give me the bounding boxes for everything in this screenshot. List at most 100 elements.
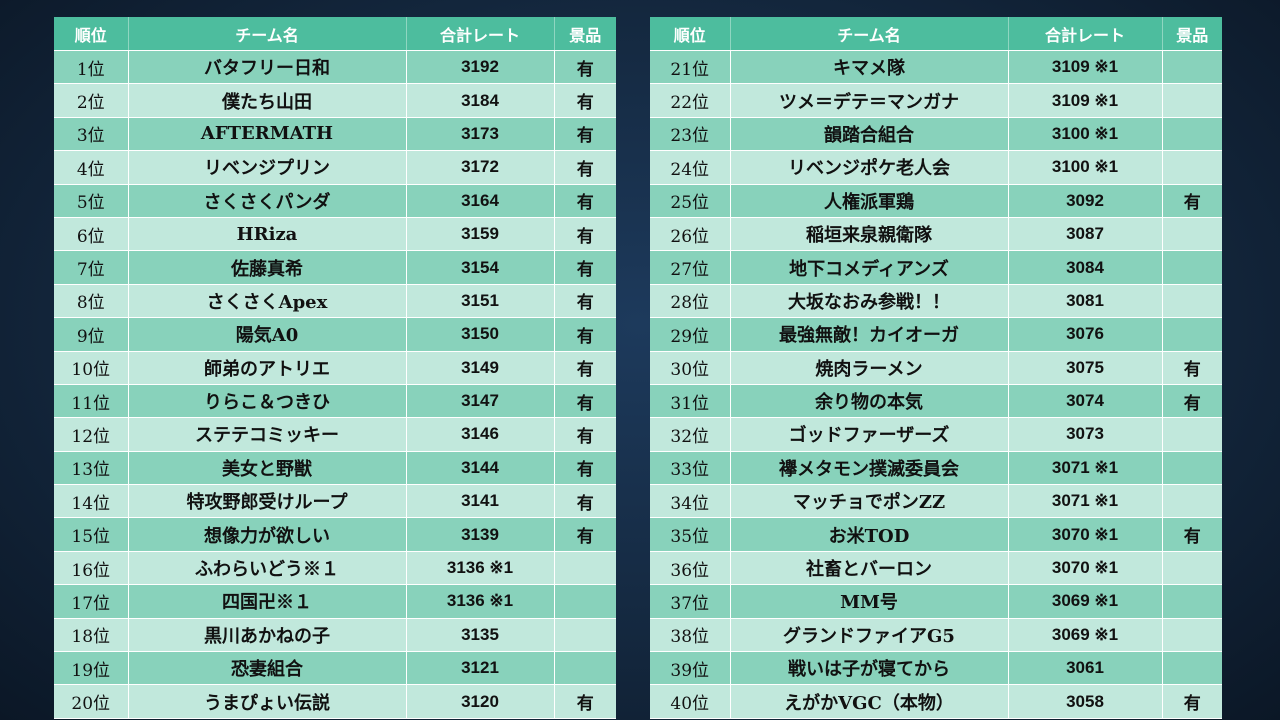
team-name-cell: キマメ隊 <box>730 50 1009 85</box>
prize-cell <box>1162 250 1222 285</box>
prize-cell: 有 <box>554 50 616 85</box>
rank-cell: 11位 <box>54 384 129 419</box>
team-name-cell: 戦いは子が寝てから <box>730 651 1009 686</box>
table-row: 34位 マッチョでポンZZ 3071 ※1 <box>650 484 1222 519</box>
prize-cell: 有 <box>1162 684 1222 719</box>
prize-cell <box>554 618 616 653</box>
header-total-rate: 合計レート <box>1008 17 1163 51</box>
total-rate-cell: 3073 <box>1008 417 1163 452</box>
total-rate-cell: 3070 ※1 <box>1008 551 1163 586</box>
table-row: 33位 襷メタモン撲滅委員会 3071 ※1 <box>650 451 1222 486</box>
team-name-cell: 大坂なおみ参戦！！ <box>730 284 1009 319</box>
rank-cell: 15位 <box>54 517 129 552</box>
header-prize: 景品 <box>1162 17 1222 51</box>
team-name-cell: MM号 <box>730 584 1009 619</box>
table-row: 38位 グランドファイアG5 3069 ※1 <box>650 618 1222 653</box>
table-row: 2位 僕たち山田 3184 有 <box>54 83 616 118</box>
team-name-cell: さくさくApex <box>128 284 407 319</box>
team-name-cell: 僕たち山田 <box>128 83 407 118</box>
rank-cell: 8位 <box>54 284 129 319</box>
prize-cell <box>1162 584 1222 619</box>
team-name-cell: HRiza <box>128 217 407 252</box>
prize-cell <box>1162 117 1222 152</box>
total-rate-cell: 3139 <box>406 517 555 552</box>
rank-cell: 19位 <box>54 651 129 686</box>
total-rate-cell: 3149 <box>406 351 555 385</box>
team-name-cell: お米TOD <box>730 517 1009 552</box>
table-row: 24位 リベンジポケ老人会 3100 ※1 <box>650 150 1222 185</box>
header-team-name: チーム名 <box>730 17 1009 51</box>
table-row: 32位 ゴッドファーザーズ 3073 <box>650 417 1222 452</box>
prize-cell <box>1162 50 1222 85</box>
team-name-cell: 四国卍※１ <box>128 584 407 619</box>
team-name-cell: マッチョでポンZZ <box>730 484 1009 519</box>
rank-cell: 38位 <box>650 618 731 653</box>
team-name-cell: グランドファイアG5 <box>730 618 1009 653</box>
total-rate-cell: 3192 <box>406 50 555 85</box>
rank-cell: 1位 <box>54 50 129 85</box>
total-rate-cell: 3058 <box>1008 684 1163 719</box>
total-rate-cell: 3076 <box>1008 317 1163 352</box>
table-row: 21位 キマメ隊 3109 ※1 <box>650 50 1222 85</box>
rank-cell: 25位 <box>650 184 731 218</box>
rank-cell: 12位 <box>54 417 129 452</box>
table-row: 9位 陽気A0 3150 有 <box>54 317 616 352</box>
team-name-cell: 人権派軍鶏 <box>730 184 1009 218</box>
table-row: 19位 恐妻組合 3121 <box>54 651 616 686</box>
total-rate-cell: 3075 <box>1008 351 1163 385</box>
total-rate-cell: 3150 <box>406 317 555 352</box>
prize-cell <box>1162 417 1222 452</box>
team-name-cell: 特攻野郎受けループ <box>128 484 407 519</box>
table-row: 14位 特攻野郎受けループ 3141 有 <box>54 484 616 519</box>
team-name-cell: 最強無敵！カイオーガ <box>730 317 1009 352</box>
prize-cell <box>1162 284 1222 319</box>
team-name-cell: さくさくパンダ <box>128 184 407 218</box>
rank-cell: 10位 <box>54 351 129 385</box>
rank-cell: 28位 <box>650 284 731 319</box>
table-row: 31位 余り物の本気 3074 有 <box>650 384 1222 419</box>
team-name-cell: うまぴょい伝説 <box>128 684 407 719</box>
prize-cell: 有 <box>554 184 616 218</box>
prize-cell <box>1162 651 1222 686</box>
table-row: 4位 リベンジプリン 3172 有 <box>54 150 616 185</box>
prize-cell: 有 <box>554 484 616 519</box>
team-name-cell: 美女と野獣 <box>128 451 407 486</box>
rank-cell: 30位 <box>650 351 731 385</box>
table-row: 30位 焼肉ラーメン 3075 有 <box>650 351 1222 385</box>
rank-cell: 29位 <box>650 317 731 352</box>
team-name-cell: 黒川あかねの子 <box>128 618 407 653</box>
prize-cell: 有 <box>554 451 616 486</box>
team-name-cell: AFTERMATH <box>128 117 407 152</box>
rank-cell: 40位 <box>650 684 731 719</box>
prize-cell <box>1162 551 1222 586</box>
prize-cell: 有 <box>554 684 616 719</box>
table-row: 15位 想像力が欲しい 3139 有 <box>54 517 616 552</box>
ranking-table-left: 順位 チーム名 合計レート 景品 1位 バタフリー日和 3192 有 2位 僕たち山田 31… <box>54 17 616 719</box>
table-row: 20位 うまぴょい伝説 3120 有 <box>54 684 616 719</box>
prize-cell: 有 <box>1162 517 1222 552</box>
header-team-name: チーム名 <box>128 17 407 51</box>
table-row: 26位 稲垣来泉親衛隊 3087 <box>650 217 1222 252</box>
total-rate-cell: 3144 <box>406 451 555 486</box>
rank-cell: 16位 <box>54 551 129 586</box>
table-row: 12位 ステテコミッキー 3146 有 <box>54 417 616 452</box>
team-name-cell: 恐妻組合 <box>128 651 407 686</box>
team-name-cell: 稲垣来泉親衛隊 <box>730 217 1009 252</box>
table-row: 39位 戦いは子が寝てから 3061 <box>650 651 1222 686</box>
table-row: 28位 大坂なおみ参戦！！ 3081 <box>650 284 1222 319</box>
rank-cell: 36位 <box>650 551 731 586</box>
header-rank: 順位 <box>650 17 731 51</box>
team-name-cell: 陽気A0 <box>128 317 407 352</box>
prize-cell <box>1162 451 1222 486</box>
prize-cell: 有 <box>554 284 616 319</box>
total-rate-cell: 3172 <box>406 150 555 185</box>
total-rate-cell: 3151 <box>406 284 555 319</box>
rank-cell: 22位 <box>650 83 731 118</box>
table-row: 27位 地下コメディアンズ 3084 <box>650 250 1222 285</box>
total-rate-cell: 3147 <box>406 384 555 419</box>
rank-cell: 14位 <box>54 484 129 519</box>
team-name-cell: 佐藤真希 <box>128 250 407 285</box>
rank-cell: 17位 <box>54 584 129 619</box>
table-row: 16位 ふわらいどう※１ 3136 ※1 <box>54 551 616 586</box>
total-rate-cell: 3136 ※1 <box>406 584 555 619</box>
